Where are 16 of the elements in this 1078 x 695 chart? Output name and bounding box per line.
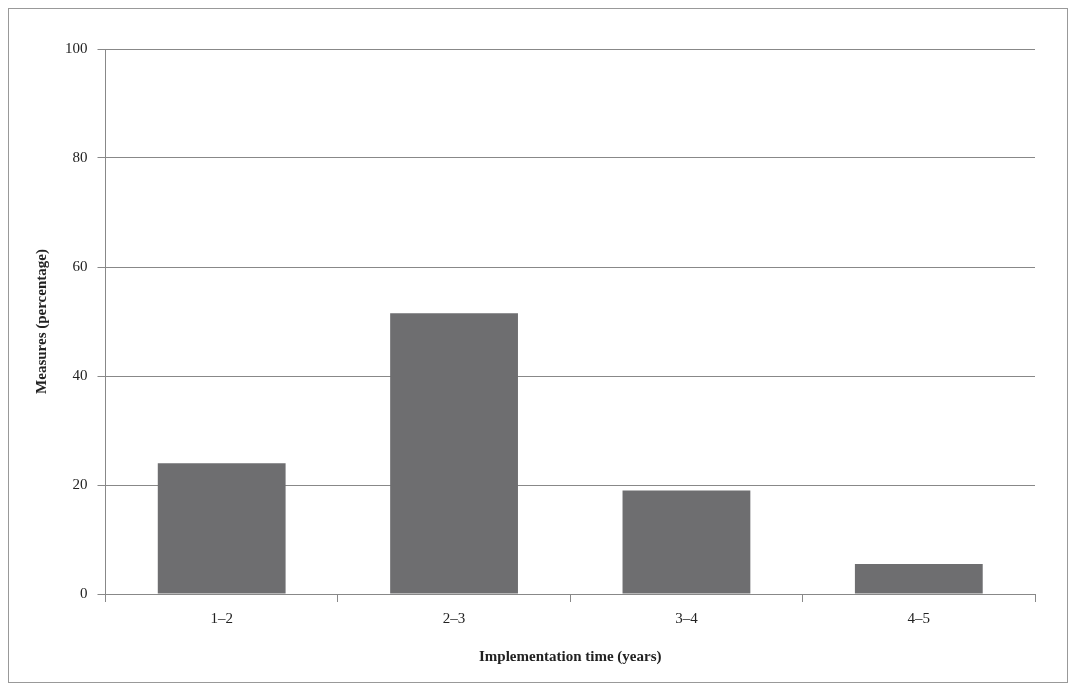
x-axis-title: Implementation time (years) <box>479 647 662 665</box>
y-tick-label: 20 <box>72 475 88 492</box>
y-tick-label: 60 <box>72 257 88 274</box>
bar <box>622 490 751 594</box>
bar <box>854 564 983 594</box>
y-tick-label: 40 <box>72 366 88 383</box>
y-tick-label: 0 <box>80 584 88 601</box>
x-tick-label: 2–3 <box>442 609 466 626</box>
y-tick-label: 100 <box>65 39 88 56</box>
y-axis-title: Measures (percentage) <box>32 249 50 394</box>
x-tick-label: 1–2 <box>210 609 233 626</box>
bar <box>390 313 518 594</box>
bar <box>157 463 286 594</box>
x-tick-label: 4–5 <box>907 609 931 626</box>
x-tick-label: 3–4 <box>675 609 699 626</box>
y-tick-label: 80 <box>72 148 88 165</box>
